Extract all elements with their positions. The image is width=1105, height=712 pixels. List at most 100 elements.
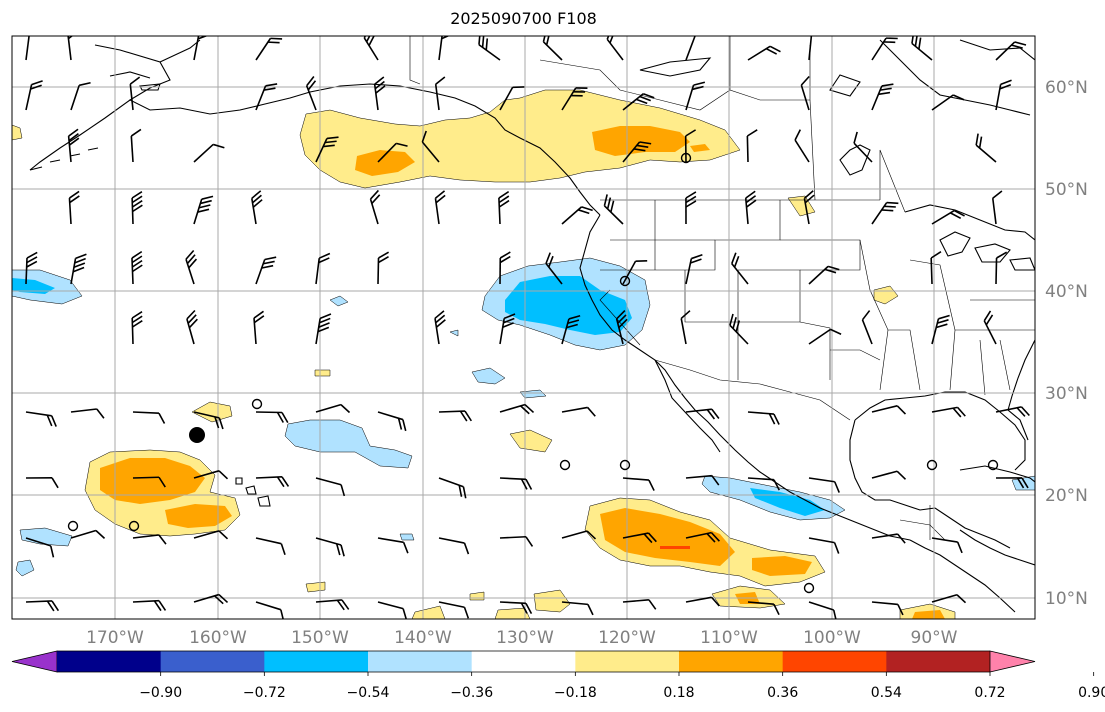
wind-barb (186, 309, 198, 345)
wind-barb (622, 259, 648, 285)
wind-barb (434, 190, 446, 225)
positive-anomaly-region (509, 429, 553, 453)
coastline (29, 99, 131, 171)
wind-barb (315, 313, 332, 345)
wind-barbs (25, 36, 1030, 619)
colorbar-extend-low (11, 650, 58, 673)
wind-barb (193, 470, 229, 480)
wind-barb (794, 129, 810, 163)
coastline (235, 477, 243, 485)
border (809, 99, 816, 201)
storm-marker (189, 427, 205, 443)
colorbar-tick-label: 0.36 (767, 685, 798, 701)
longitude-label: 100°W (803, 628, 861, 648)
wind-barb (871, 470, 907, 480)
wind-barb (931, 537, 963, 554)
colorbar-tick-label: −0.54 (347, 685, 390, 701)
wind-barb (255, 83, 278, 111)
wind-barb (68, 190, 80, 225)
wind-barb (70, 81, 91, 111)
wind-barb (255, 537, 286, 556)
wind-barb (808, 36, 813, 61)
calm-wind-circle (559, 459, 571, 471)
wind-barb (622, 92, 655, 111)
coastline (257, 495, 271, 507)
negative-anomaly-region (329, 295, 349, 307)
wind-barb (193, 143, 225, 163)
wind-barb (744, 190, 757, 225)
wind-barb (561, 206, 593, 225)
negative-anomaly-region (15, 559, 35, 577)
calm-wind-circle (619, 459, 631, 471)
wind-barb (131, 250, 143, 285)
wind-barb (680, 310, 691, 345)
wind-barb (131, 311, 143, 345)
wind-barb (377, 411, 407, 432)
wind-barb (995, 251, 1008, 285)
wind-barb (747, 45, 781, 61)
wind-barb (315, 537, 345, 557)
border (729, 36, 811, 101)
positive-anomaly-core (912, 610, 945, 619)
wind-barb (991, 190, 1003, 225)
wind-barb (731, 252, 749, 285)
wind-barb (561, 87, 588, 111)
wind-barb (684, 129, 697, 163)
wind-barb (315, 403, 351, 414)
latitude-label: 50°N (1045, 180, 1088, 200)
coastline (934, 507, 1011, 549)
wind-barb (800, 75, 810, 111)
colorbar-segment (57, 651, 162, 672)
wind-barb (315, 477, 346, 497)
colorbar-segment (782, 651, 887, 672)
wind-barb (803, 190, 815, 225)
wind-barb (438, 537, 470, 555)
wind-barb (931, 94, 965, 111)
wind-barb (369, 189, 381, 225)
wind-barb (861, 310, 873, 345)
wind-barb (545, 252, 563, 285)
coastline (904, 204, 1035, 241)
wind-barb (931, 209, 965, 225)
wind-barb (377, 601, 408, 619)
positive-anomaly-core (690, 144, 710, 152)
border (879, 149, 906, 213)
coastline (639, 57, 712, 77)
wind-barb (615, 309, 628, 345)
wind-barb (746, 129, 758, 163)
wind-barb (132, 476, 166, 488)
longitude-label: 150°W (291, 628, 349, 648)
calm-wind-circle (987, 459, 999, 471)
positive-anomaly-region (314, 369, 331, 377)
wind-barb (131, 191, 143, 225)
longitude-label: 90°W (911, 628, 958, 648)
wind-barb (25, 36, 31, 61)
wind-barb (808, 601, 838, 619)
positive-anomaly-region (305, 581, 326, 593)
colorbar-segment (575, 651, 680, 672)
coastlines (29, 39, 1035, 613)
latitude-labels: 60°N 50°N 40°N 30°N 20°N 10°N (1045, 78, 1088, 609)
wind-barb (130, 128, 142, 163)
colorbar-segment (886, 651, 991, 672)
wind-barb (132, 411, 166, 424)
wind-barb (67, 36, 79, 61)
positive-anomaly-region (494, 607, 531, 619)
border (409, 36, 421, 85)
wind-barb (251, 190, 263, 225)
longitude-labels: 170°W 160°W 150°W 140°W 130°W 120°W 110°W 100°W… (86, 628, 958, 648)
coastline (579, 214, 911, 541)
wind-barb (808, 537, 840, 554)
wind-barb (995, 41, 1027, 61)
positive-anomaly-core (100, 458, 205, 504)
border (780, 239, 861, 271)
longitude-label: 160°W (189, 628, 247, 648)
wind-barb (975, 133, 997, 163)
wind-barb (995, 477, 1029, 489)
border (830, 349, 881, 361)
colorbar-tick-label: −0.18 (554, 685, 597, 701)
wind-barb (685, 408, 720, 420)
wind-barb (622, 599, 657, 610)
coastline (1007, 339, 1035, 441)
